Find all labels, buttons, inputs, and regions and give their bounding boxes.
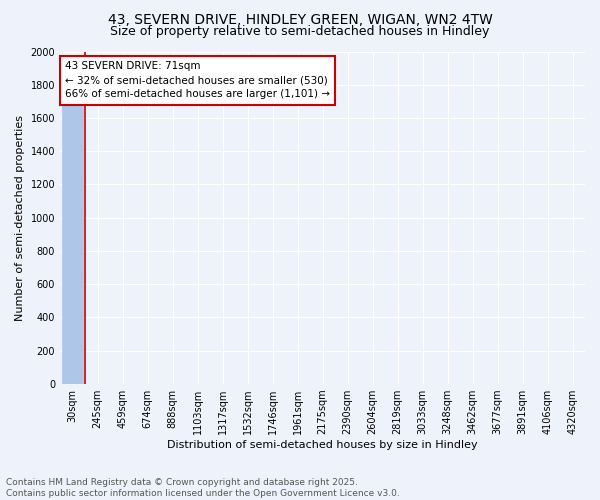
Text: Size of property relative to semi-detached houses in Hindley: Size of property relative to semi-detach… xyxy=(110,25,490,38)
Text: 43 SEVERN DRIVE: 71sqm
← 32% of semi-detached houses are smaller (530)
66% of se: 43 SEVERN DRIVE: 71sqm ← 32% of semi-det… xyxy=(65,62,330,100)
Bar xyxy=(62,104,83,384)
Text: 43, SEVERN DRIVE, HINDLEY GREEN, WIGAN, WN2 4TW: 43, SEVERN DRIVE, HINDLEY GREEN, WIGAN, … xyxy=(107,12,493,26)
Text: Contains HM Land Registry data © Crown copyright and database right 2025.
Contai: Contains HM Land Registry data © Crown c… xyxy=(6,478,400,498)
Y-axis label: Number of semi-detached properties: Number of semi-detached properties xyxy=(15,114,25,320)
X-axis label: Distribution of semi-detached houses by size in Hindley: Distribution of semi-detached houses by … xyxy=(167,440,478,450)
